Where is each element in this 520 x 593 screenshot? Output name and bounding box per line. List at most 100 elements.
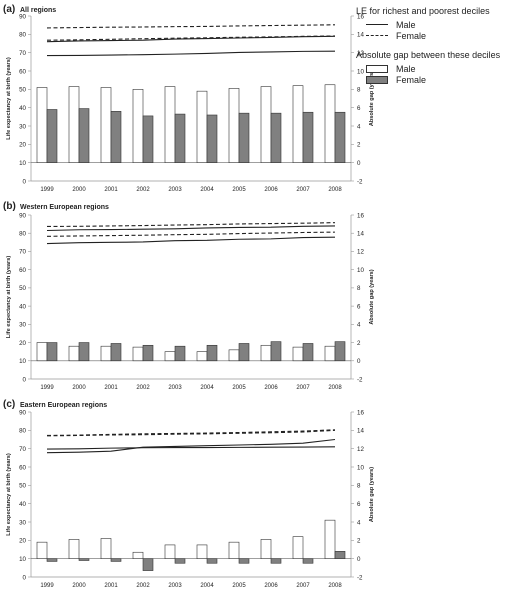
y-tick-label: 0	[23, 376, 27, 383]
x-tick-label: 2005	[232, 385, 246, 391]
y-tick-label: 90	[19, 212, 26, 219]
le-line-female-poorest	[46, 446, 336, 450]
male-gap-bar	[132, 551, 144, 559]
panel-letter: (a)	[3, 4, 15, 15]
x-tick-label: 2008	[328, 187, 342, 193]
x-tick-label: 1999	[40, 385, 54, 391]
y2-tick-label: 0	[357, 556, 361, 563]
male-gap-bar	[196, 351, 208, 362]
y2-tick-label: 2	[357, 538, 361, 545]
x-tick-label: 1999	[40, 187, 54, 193]
male-gap-bar	[68, 86, 80, 163]
female-gap-bar	[174, 113, 186, 163]
female-gap-bar	[142, 344, 154, 362]
y2-tick-label: -2	[357, 574, 363, 581]
y-tick-label: 40	[19, 501, 26, 508]
panel-letter: (c)	[3, 399, 15, 410]
y2-tick-label: 14	[357, 428, 364, 435]
x-tick-label: 2004	[200, 385, 214, 391]
y-tick-label: 20	[19, 142, 26, 149]
legend-item-male-bar: Male	[366, 63, 518, 74]
panel-letter: (b)	[3, 201, 16, 212]
female-gap-bar	[238, 558, 250, 564]
female-gap-bar	[238, 112, 250, 163]
legend-item-female-bar: Female	[366, 74, 518, 85]
le-line-female-richest	[46, 24, 336, 29]
y-tick-label: 40	[19, 303, 26, 310]
female-gap-bar	[110, 558, 122, 562]
y-tick-label: 60	[19, 267, 26, 274]
female-gap-bar	[206, 344, 218, 362]
y2-tick-label: 0	[357, 358, 361, 365]
y-tick-label: 90	[19, 13, 26, 20]
x-tick-label: 2000	[72, 385, 86, 391]
female-gap-bar	[174, 558, 186, 564]
y-tick-label: 10	[19, 160, 26, 167]
x-tick-label: 2007	[296, 385, 310, 391]
x-tick-label: 2005	[232, 583, 246, 589]
x-tick-label: 2003	[168, 187, 182, 193]
le-line-female-poorest	[46, 35, 336, 43]
female-gap-bar	[110, 343, 122, 362]
y-axis-title: Life expectancy at birth (years)	[6, 57, 12, 140]
le-line-male-richest	[46, 35, 336, 41]
y-tick-label: 50	[19, 483, 26, 490]
y2-tick-label: 14	[357, 32, 364, 39]
y2-tick-label: -2	[357, 376, 363, 383]
y-tick-label: 70	[19, 50, 26, 57]
x-tick-label: 2003	[168, 583, 182, 589]
y2-tick-label: 12	[357, 50, 364, 57]
male-gap-bar	[132, 89, 144, 163]
female-gap-bar	[302, 558, 314, 564]
x-tick-label: 2001	[104, 187, 118, 193]
female-gap-bar	[78, 108, 90, 163]
female-gap-bar	[206, 558, 218, 564]
female-gap-bar	[270, 341, 282, 362]
y-tick-label: 10	[19, 556, 26, 563]
legend-le-title: LE for richest and poorest deciles	[356, 6, 490, 16]
y-tick-label: 30	[19, 123, 26, 130]
y-tick-label: 80	[19, 428, 26, 435]
x-tick-label: 2002	[136, 385, 150, 391]
y-tick-label: 80	[19, 32, 26, 39]
y2-tick-label: 16	[357, 212, 364, 219]
y-tick-label: 30	[19, 322, 26, 329]
male-gap-bar	[324, 84, 336, 163]
legend-male-label: Male	[396, 19, 416, 30]
female-gap-bar	[270, 112, 282, 163]
legend-gap-title: Absolute gap between these deciles	[356, 50, 501, 60]
male-gap-bar	[164, 544, 176, 559]
female-gap-bar	[334, 341, 346, 362]
y2-tick-label: 8	[357, 285, 361, 292]
y2-tick-label: 16	[357, 409, 364, 416]
male-gap-bar	[260, 344, 272, 362]
male-gap-bar	[100, 87, 112, 163]
le-line-male-richest	[46, 231, 336, 237]
y2-axis-title: Absolute gap (years)	[369, 467, 375, 522]
y-axis-title: Life expectancy at birth (years)	[6, 256, 12, 339]
y2-tick-label: 8	[357, 87, 361, 94]
male-gap-bar	[36, 87, 48, 163]
y-tick-label: 40	[19, 105, 26, 112]
male-gap-bar	[292, 536, 304, 559]
legend-item-male-line: Male	[366, 19, 518, 30]
solid-line-swatch	[366, 24, 388, 25]
y2-tick-label: 4	[357, 123, 361, 130]
y-tick-label: 0	[23, 574, 27, 581]
male-gap-bar	[260, 539, 272, 559]
female-gap-bar	[78, 558, 90, 561]
y-tick-label: 0	[23, 178, 27, 185]
female-gap-bar	[334, 551, 346, 559]
male-gap-bar	[324, 519, 336, 559]
y-tick-label: 50	[19, 87, 26, 94]
y-tick-label: 50	[19, 285, 26, 292]
le-line-male-poorest	[46, 236, 336, 245]
male-gap-bar	[228, 349, 240, 362]
male-gap-bar	[228, 88, 240, 163]
y2-tick-label: 4	[357, 322, 361, 329]
male-gap-bar	[228, 541, 240, 559]
female-gap-bar	[78, 342, 90, 362]
x-tick-label: 2005	[232, 187, 246, 193]
male-gap-bar	[324, 345, 336, 362]
